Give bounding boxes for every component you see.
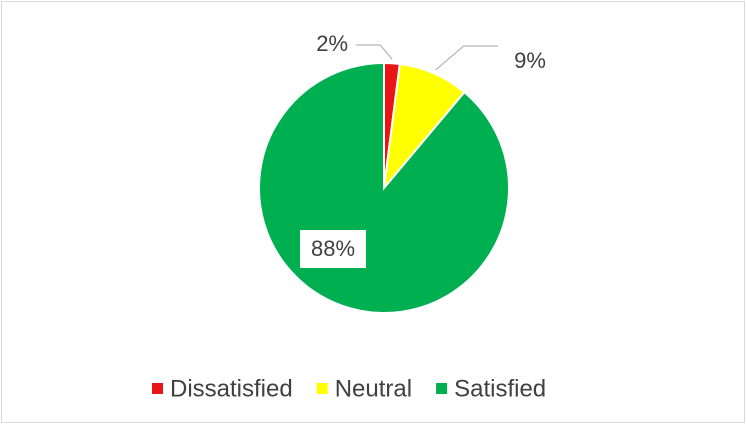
data-label: 2% — [316, 31, 348, 56]
data-label: 88% — [311, 236, 355, 261]
data-label: 9% — [514, 48, 546, 73]
legend-swatch — [152, 383, 163, 394]
legend-label: Neutral — [335, 375, 412, 402]
legend-swatch — [436, 383, 448, 394]
legend-label: Satisfied — [454, 375, 546, 402]
legend-label: Dissatisfied — [170, 375, 293, 402]
data-label-box — [300, 230, 366, 268]
legend-swatch — [316, 383, 328, 394]
pie-slice — [258, 61, 510, 314]
leader-line — [435, 45, 498, 71]
leader-line — [356, 44, 393, 60]
